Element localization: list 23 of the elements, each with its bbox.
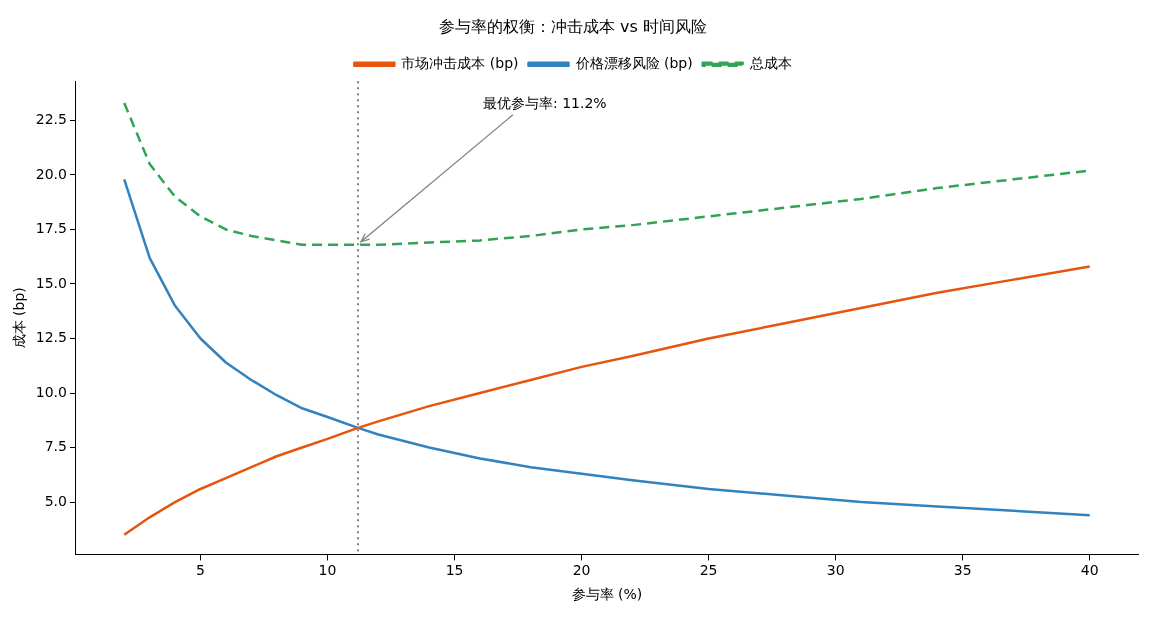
legend-label: 市场冲击成本 (bp)	[401, 54, 519, 71]
y-tick-label: 12.5	[35, 329, 67, 346]
y-tick-label: 15.0	[35, 274, 67, 291]
x-tick-label: 15	[445, 562, 464, 579]
annotation: 最优参与率: 11.2%	[482, 95, 607, 112]
x-tick-label: 5	[196, 562, 205, 579]
y-tick-label: 17.5	[35, 220, 67, 237]
x-tick-label: 10	[318, 562, 337, 579]
y-tick-label: 10.0	[35, 383, 67, 400]
y-tick-label: 22.5	[35, 111, 67, 128]
x-tick-label: 40	[1080, 562, 1099, 579]
y-tick-label: 7.5	[44, 438, 67, 455]
y-axis-title: 成本 (bp)	[11, 287, 28, 349]
x-tick-label: 25	[699, 562, 718, 579]
x-axis-title: 参与率 (%)	[571, 586, 643, 603]
chart-title: 参与率的权衡：冲击成本 vs 时间风险	[439, 16, 707, 36]
x-tick-label: 20	[572, 562, 591, 579]
y-tick-label: 20.0	[35, 165, 67, 182]
y-tick-label: 5.0	[44, 492, 67, 509]
legend-label: 总成本	[748, 54, 792, 71]
legend-label: 价格漂移风险 (bp)	[574, 54, 693, 71]
x-tick-label: 30	[826, 562, 845, 579]
x-tick-label: 35	[953, 562, 972, 579]
